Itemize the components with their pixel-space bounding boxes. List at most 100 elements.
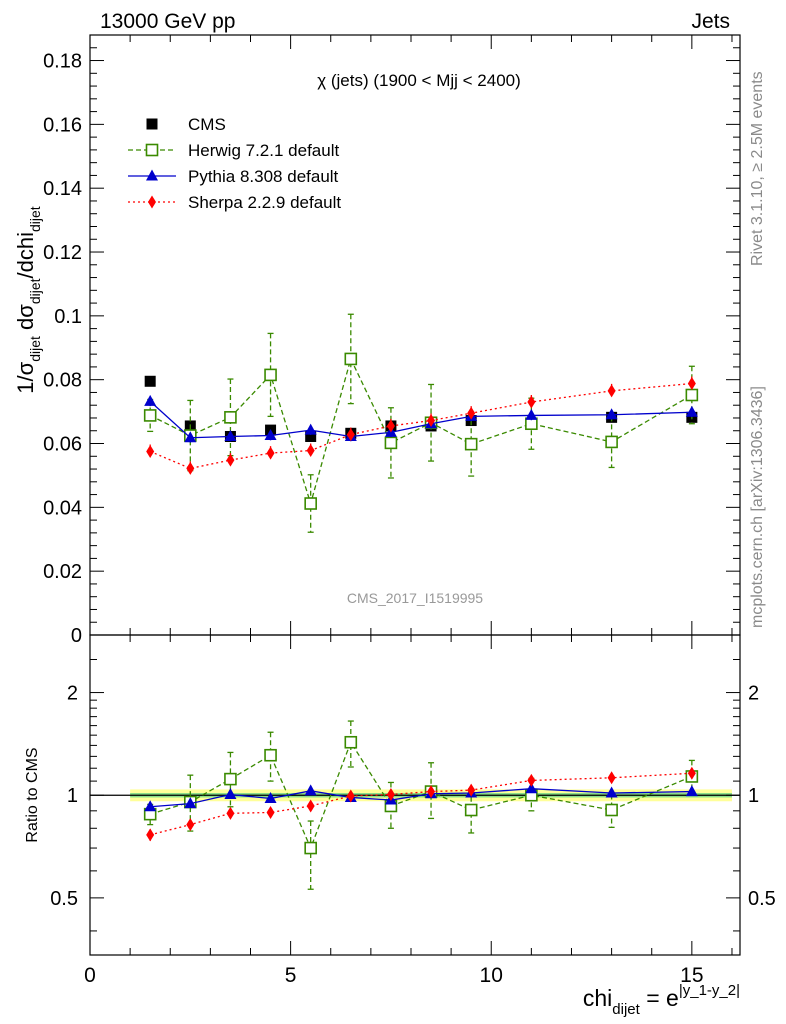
ratio-pythia-point xyxy=(184,797,197,809)
legend-label: Pythia 8.308 default xyxy=(188,167,339,186)
ratio-pythia-point xyxy=(224,787,237,799)
ratio-sherpa-point xyxy=(186,818,195,832)
legend-marker xyxy=(148,195,156,209)
main-herwig-point xyxy=(605,435,618,449)
ratio-herwig-point xyxy=(304,841,317,855)
main-sherpa-point xyxy=(266,446,275,460)
main-y-tick-label: 0 xyxy=(71,625,82,647)
ratio-sherpa-line xyxy=(150,772,692,836)
analysis-id: CMS_2017_I1519995 xyxy=(347,590,483,606)
main-sherpa-point xyxy=(306,444,315,458)
ratio-pythia-point xyxy=(304,784,317,796)
main-sherpa-point xyxy=(607,384,616,398)
main-y-tick-label: 0.08 xyxy=(43,370,82,392)
x-tick-label: 15 xyxy=(680,964,703,987)
legend-label: CMS xyxy=(188,115,226,134)
legend: CMS Herwig 7.2.1 default Pythia 8.308 defa… xyxy=(128,115,341,212)
xlabel: chidijet = e|y_1-y_2| xyxy=(583,982,740,1018)
main-herwig-point xyxy=(304,497,317,510)
ratio-sherpa-point xyxy=(266,805,275,819)
main-pythia-point xyxy=(685,405,698,417)
main-pythia-point xyxy=(224,429,237,441)
main-herwig-point xyxy=(464,437,478,451)
ratio-sherpa-point xyxy=(607,771,616,785)
main-sherpa-point xyxy=(427,414,436,428)
x-tick-label: 10 xyxy=(480,964,503,987)
ratio-herwig-line xyxy=(149,740,693,850)
main-sherpa-line xyxy=(149,382,692,470)
ratio-herwig-point xyxy=(344,735,358,749)
main-herwig-point xyxy=(143,409,157,422)
ratio-pythia-point xyxy=(144,800,157,812)
main-sherpa-point xyxy=(386,419,395,433)
legend-marker xyxy=(146,118,158,130)
ratio-sherpa-point xyxy=(146,828,155,842)
ratio-pythia-line xyxy=(150,788,692,808)
main-pythia-point xyxy=(184,431,197,443)
ratio-herwig-point xyxy=(464,803,478,817)
ratio-sherpa-point xyxy=(226,806,235,820)
main-pythia-line xyxy=(149,400,692,439)
ratio-y-tick-label: 2 xyxy=(67,683,78,705)
main-ylabel: 1/σdijet dσdijet/dchidijet xyxy=(13,206,43,394)
main-pythia-point xyxy=(605,408,618,420)
main-sherpa-point xyxy=(226,453,235,467)
x-tick-label: 0 xyxy=(84,964,96,987)
ratio-y-tick-label-right: 0.5 xyxy=(748,888,776,910)
ratio-herwig-point xyxy=(224,772,237,786)
main-panel xyxy=(143,313,699,533)
ratio-panel xyxy=(143,720,699,890)
main-sherpa-point xyxy=(186,461,195,475)
x-tick-label: 5 xyxy=(285,964,297,987)
main-sherpa-point xyxy=(527,395,536,409)
ratio-sherpa-point xyxy=(527,773,536,787)
legend-marker xyxy=(146,169,158,181)
ratio-y-tick-label: 0.5 xyxy=(50,888,78,910)
ratio-sherpa-point xyxy=(467,783,476,797)
legend-label: Herwig 7.2.1 default xyxy=(188,141,339,160)
ratio-pythia-point xyxy=(605,786,618,798)
main-sherpa-point xyxy=(687,377,696,391)
ratio-y-tick-label-right: 2 xyxy=(748,683,759,705)
main-y-tick-label: 0.06 xyxy=(43,434,82,456)
main-sherpa-point xyxy=(467,406,476,420)
ratio-sherpa-point xyxy=(687,766,696,780)
main-pythia-point xyxy=(525,408,538,420)
main-pythia-point xyxy=(264,429,277,441)
main-herwig-point xyxy=(264,368,277,382)
main-herwig-point xyxy=(384,436,398,450)
ratio-sherpa-point xyxy=(346,789,355,803)
header-left: 13000 GeV pp xyxy=(100,10,235,33)
ratio-herwig-point xyxy=(264,748,277,762)
main-herwig-line xyxy=(149,357,693,506)
ratio-sherpa-point xyxy=(306,799,315,813)
ratio-pythia-point xyxy=(525,782,538,794)
ratio-pythia-point xyxy=(264,792,277,804)
ratio-sherpa-point xyxy=(427,785,436,799)
ratio-y-tick-label-right: 1 xyxy=(748,785,759,807)
ratio-herwig-point xyxy=(605,803,618,817)
main-herwig-point xyxy=(224,411,237,424)
main-y-tick-label: 0.04 xyxy=(43,497,82,519)
ratio-axes: 0.5 0.5 1 1 2 2 xyxy=(50,659,776,932)
main-pythia-point xyxy=(144,394,157,406)
main-herwig-point xyxy=(344,352,358,366)
side-rivet: Rivet 3.1.10, ≥ 2.5M events xyxy=(749,71,766,266)
side-mcplots: mcplots.cern.ch [arXiv:1306.3436] xyxy=(749,386,766,628)
main-sherpa-point xyxy=(146,444,155,458)
main-y-tick-label: 0.14 xyxy=(43,178,82,200)
ratio-pythia-point xyxy=(685,785,698,797)
main-axes: 00.020.040.060.080.10.120.140.160.180 5 10… xyxy=(43,35,740,987)
main-y-tick-label: 0.12 xyxy=(43,242,82,264)
ratio-y-tick-label: 1 xyxy=(67,785,78,807)
main-pythia-point xyxy=(304,423,317,435)
main-sherpa-point xyxy=(346,428,355,442)
legend-marker xyxy=(145,143,159,157)
main-cms-point xyxy=(144,375,156,387)
ratio-ylabel: Ratio to CMS xyxy=(24,747,41,842)
main-y-tick-label: 0.1 xyxy=(54,306,82,328)
header-right: Jets xyxy=(691,10,730,33)
plot-title: χ (jets) (1900 < Mjj < 2400) xyxy=(317,71,521,90)
main-y-tick-label: 0.02 xyxy=(43,561,82,583)
